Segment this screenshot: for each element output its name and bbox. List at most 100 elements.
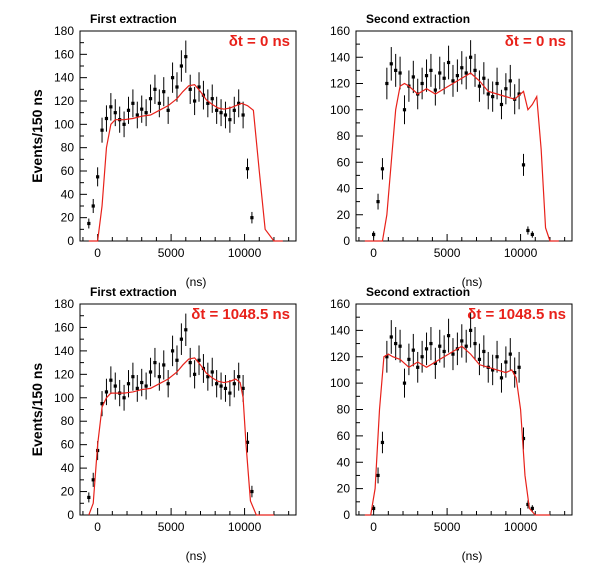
data-point (162, 90, 166, 94)
data-point (402, 381, 407, 385)
data-point (420, 81, 424, 86)
data-point (486, 92, 490, 96)
y-tick-label: 80 (337, 403, 351, 417)
data-point (526, 228, 530, 233)
delta-t-annotation: δt = 1048.5 ns (467, 306, 566, 323)
data-point (113, 111, 117, 115)
data-point (153, 361, 157, 365)
y-tick-label: 80 (61, 141, 75, 155)
data-point (499, 376, 504, 380)
data-point (504, 87, 508, 91)
data-point (197, 85, 201, 89)
data-point (250, 489, 254, 494)
data-point (228, 118, 232, 122)
x-tick-label: 10000 (228, 520, 262, 534)
data-point (389, 335, 393, 339)
data-point (438, 71, 442, 75)
data-point (398, 71, 402, 75)
model-curve (364, 72, 559, 242)
data-point (499, 102, 504, 107)
y-tick-label: 60 (337, 155, 351, 169)
y-tick-label: 100 (330, 103, 350, 117)
data-point (402, 108, 407, 112)
y-tick-label: 180 (54, 297, 74, 311)
data-point (442, 349, 446, 354)
data-point (438, 344, 442, 348)
panel-title: First extraction (90, 285, 177, 299)
data-point (508, 352, 512, 356)
data-point (148, 97, 153, 101)
y-axis-label: Events/150 ns (29, 89, 45, 183)
data-point (530, 506, 534, 511)
data-point (135, 113, 139, 117)
data-point (210, 370, 214, 374)
data-point (398, 344, 402, 348)
data-point (91, 204, 95, 208)
data-point (170, 76, 175, 80)
data-point (394, 341, 398, 346)
y-tick-label: 140 (54, 71, 74, 85)
y-tick-label: 100 (330, 376, 350, 390)
data-point (219, 111, 223, 115)
y-tick-label: 20 (61, 485, 75, 499)
data-point (135, 386, 139, 390)
data-point (241, 113, 245, 117)
y-tick-label: 160 (54, 320, 74, 334)
data-point (380, 440, 385, 445)
model-curve (88, 357, 274, 516)
data-point (210, 97, 214, 101)
y-axis-label: Events/150 ns (29, 363, 45, 457)
panel-title: First extraction (90, 12, 177, 26)
data-point (193, 99, 197, 103)
data-point (197, 358, 201, 362)
x-axis-label: (ns) (186, 549, 207, 563)
x-tick-label: 0 (370, 246, 377, 260)
data-point (223, 113, 228, 117)
y-tick-label: 160 (330, 24, 350, 38)
data-point (464, 344, 468, 348)
y-tick-label: 100 (54, 117, 74, 131)
data-point (131, 375, 135, 379)
data-point (87, 495, 91, 500)
data-point (179, 64, 183, 68)
data-point (122, 122, 126, 126)
data-point (389, 62, 393, 66)
data-point (215, 382, 219, 386)
data-point (491, 95, 495, 99)
y-tick-label: 120 (330, 77, 350, 91)
x-tick-label: 10000 (228, 246, 262, 260)
data-point (517, 92, 521, 96)
y-tick-label: 0 (343, 508, 350, 522)
data-point (175, 358, 179, 362)
data-point (372, 232, 376, 237)
y-tick-label: 100 (54, 391, 74, 405)
model-curve (88, 84, 283, 242)
data-point (245, 167, 250, 171)
data-point (513, 370, 517, 375)
data-point (442, 76, 446, 80)
y-tick-label: 120 (330, 350, 350, 364)
data-point (376, 200, 380, 204)
y-tick-label: 0 (343, 234, 350, 248)
y-tick-label: 140 (330, 50, 350, 64)
data-point (245, 440, 250, 444)
delta-t-annotation: δt = 0 ns (229, 33, 290, 50)
data-point (157, 101, 161, 105)
x-tick-label: 10000 (504, 520, 538, 534)
data-point (508, 79, 512, 83)
data-point (162, 363, 166, 367)
data-point (446, 60, 451, 65)
data-point (495, 81, 499, 86)
data-point (521, 436, 526, 441)
data-point (96, 175, 100, 179)
data-point (482, 349, 486, 354)
x-axis-label: (ns) (462, 549, 483, 563)
y-tick-label: 60 (337, 429, 351, 443)
data-point (126, 108, 131, 112)
data-point (424, 347, 429, 351)
panel-title: Second extraction (366, 285, 470, 299)
y-tick-label: 40 (61, 461, 75, 475)
y-tick-label: 40 (337, 455, 351, 469)
data-point (429, 68, 433, 72)
